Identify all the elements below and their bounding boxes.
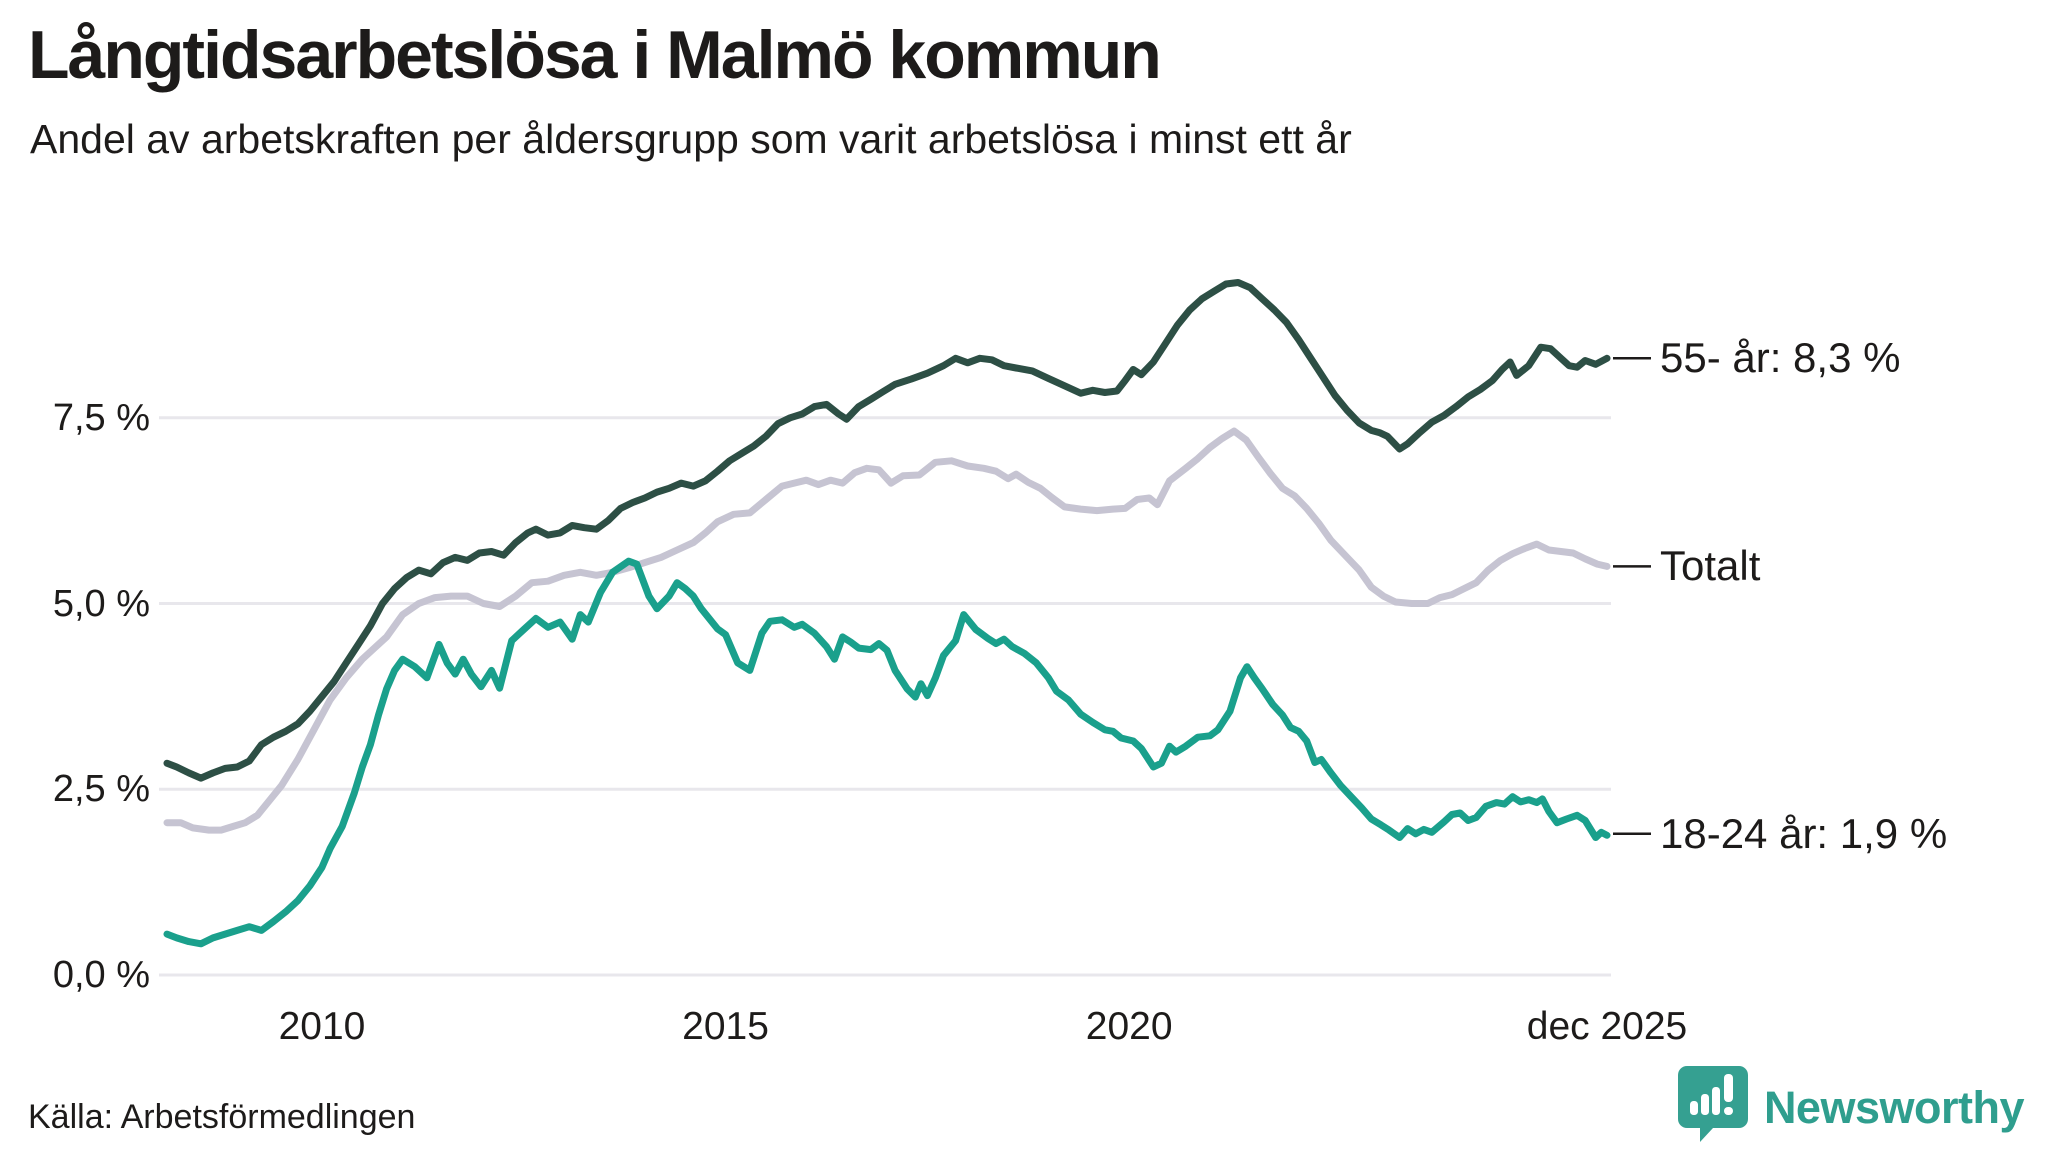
newsworthy-wordmark: Newsworthy (1763, 1081, 2025, 1133)
series-label-55-ar: 55- år: 8,3 % (1660, 334, 1901, 382)
chart-subtitle: Andel av arbetskraften per åldersgrupp s… (30, 116, 1352, 162)
y-tick-5,0: 5,0 % (52, 582, 150, 625)
x-tick-2025.92: dec 2025 (1526, 1005, 1688, 1048)
x-tick-2010: 2010 (278, 1005, 366, 1048)
series-label-totalt: Totalt (1660, 542, 1761, 590)
page-title: Långtidsarbetslösa i Malmö kommun (28, 17, 1162, 93)
newsworthy-bubble-chart-icon (1676, 1064, 1750, 1151)
x-tick-2015: 2015 (682, 1005, 769, 1048)
series-label-18-24-ar: 18-24 år: 1,9 % (1660, 809, 1948, 857)
x-tick-2020: 2020 (1085, 1005, 1173, 1048)
series-line-totalt (163, 427, 1611, 834)
source-note: Källa: Arbetsförmedlingen (28, 1098, 416, 1136)
y-tick-2,5: 2,5 % (52, 768, 150, 811)
series-line-55-ar (163, 279, 1611, 782)
series-line-18-24-ar (163, 557, 1611, 948)
y-tick-7,5: 7,5 % (52, 396, 150, 439)
y-tick-0,0: 0,0 % (52, 954, 150, 996)
newsworthy-logo: Newsworthy (1676, 1064, 2025, 1151)
